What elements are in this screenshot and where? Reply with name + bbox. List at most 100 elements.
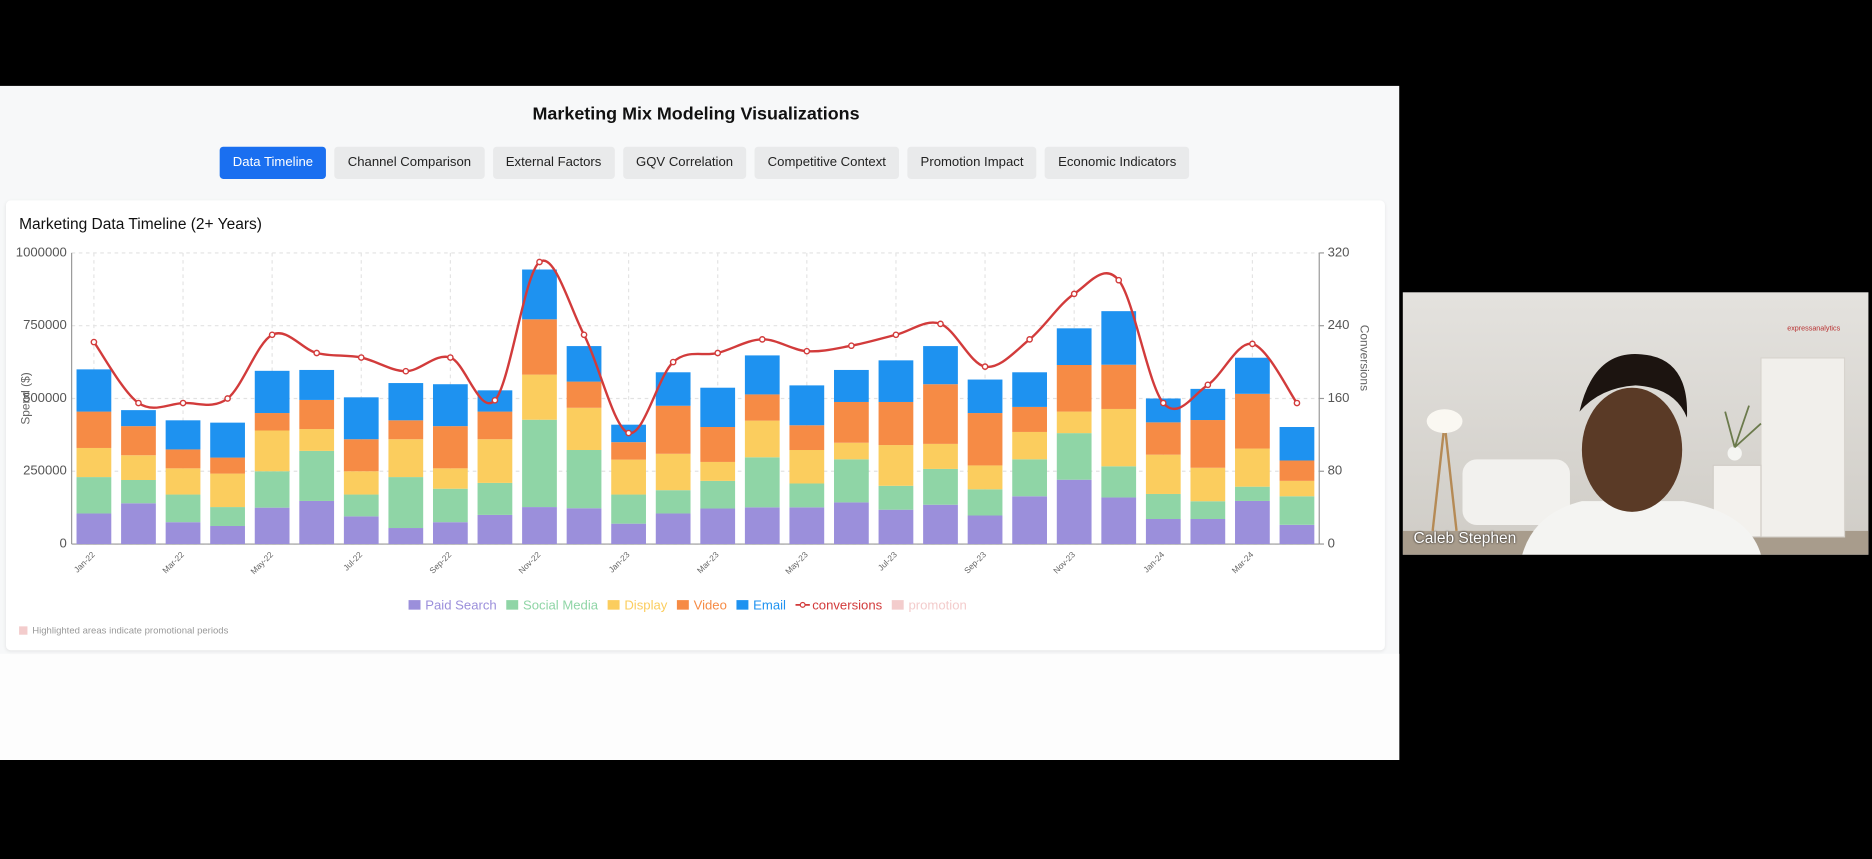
bar-segment <box>210 525 245 545</box>
bar-segment <box>1012 496 1047 545</box>
bar-segment <box>210 422 245 458</box>
bar-segment <box>76 369 112 412</box>
tab[interactable]: Data Timeline <box>219 146 327 179</box>
x-tick-label: Mar-24 <box>1230 549 1256 575</box>
bar-segment <box>254 413 290 431</box>
bar-segment <box>655 453 691 491</box>
bar-segment <box>121 426 156 456</box>
bar-segment <box>522 374 557 420</box>
participant-name: Caleb Stephen <box>1413 528 1517 547</box>
bar-segment <box>1235 486 1270 501</box>
line-point <box>937 320 944 328</box>
bar-segment <box>566 508 602 545</box>
bar-segment <box>432 426 468 469</box>
x-tick-label: May-22 <box>248 549 275 576</box>
bar-segment <box>1101 466 1137 498</box>
legend-swatch <box>676 600 689 610</box>
tab[interactable]: Competitive Context <box>754 146 900 179</box>
bar-segment <box>1056 433 1092 480</box>
line-point <box>357 354 365 361</box>
line-point <box>803 347 811 355</box>
bar-segment <box>165 468 201 495</box>
bar-segment <box>1235 448 1270 487</box>
bar-segment <box>1279 524 1315 545</box>
line-point <box>491 396 499 404</box>
bar-segment <box>1056 365 1092 412</box>
bar-segment <box>299 369 335 400</box>
bar-segment <box>655 372 691 406</box>
page-title: Marketing Mix Modeling Visualizations <box>532 103 860 125</box>
bar-segment <box>1101 497 1137 545</box>
tab[interactable]: Promotion Impact <box>907 146 1037 179</box>
app-lower <box>0 653 1400 760</box>
x-tick-label: Sep-22 <box>427 549 453 575</box>
tab[interactable]: Economic Indicators <box>1044 146 1190 179</box>
bar-segment <box>789 483 825 508</box>
bar-segment <box>76 447 112 478</box>
y-tick-label: 500000 <box>23 390 67 405</box>
bar-segment <box>388 439 424 478</box>
bar-segment <box>477 514 513 545</box>
y2-axis-title: Conversions <box>1357 325 1371 391</box>
tab[interactable]: External Factors <box>492 146 615 179</box>
bar-segment <box>477 439 513 483</box>
bar-segment <box>522 419 557 508</box>
bar-segment <box>655 513 691 545</box>
legend-swatch <box>607 600 620 610</box>
x-tick-label: May-23 <box>783 549 810 576</box>
bar-segment <box>121 455 156 480</box>
bar-segment <box>1056 328 1092 366</box>
bar-segment <box>76 477 112 514</box>
legend-swatch <box>891 600 904 610</box>
bar-segment <box>744 394 780 421</box>
tab[interactable]: GQV Correlation <box>622 146 747 179</box>
bar-segment <box>299 500 335 545</box>
bar-segment <box>878 360 914 402</box>
bar-segment <box>967 379 1003 414</box>
bar-segment <box>834 401 869 443</box>
line-point <box>892 331 900 339</box>
video-feed <box>1402 353 1869 555</box>
bar-segment <box>299 399 335 430</box>
line-point <box>1026 336 1033 343</box>
bar-segment <box>834 442 869 460</box>
tab[interactable]: Channel Comparison <box>334 146 485 179</box>
x-tick-label: Jul-22 <box>341 549 364 572</box>
line-point <box>447 354 454 361</box>
line-point <box>625 429 632 437</box>
bar-segment <box>1012 372 1047 407</box>
bar-segment <box>611 494 646 524</box>
x-tick-label: Sep-23 <box>962 549 988 575</box>
bar-segment <box>967 413 1003 466</box>
bar-segment <box>165 420 201 450</box>
x-tick-label: Jan-24 <box>1141 549 1166 574</box>
bar-segment <box>210 507 245 526</box>
bar-segment <box>1145 493 1181 520</box>
y2-tick-label: 0 <box>1328 536 1335 551</box>
bar-segment <box>611 459 646 495</box>
bar-segment <box>923 346 958 385</box>
bar-segment <box>967 465 1003 490</box>
bar-segment <box>432 468 468 489</box>
line-point <box>1293 399 1301 407</box>
bar-segment <box>1279 460 1315 481</box>
bar-segment <box>165 494 201 523</box>
bar-segment <box>432 488 468 523</box>
bar-segment <box>878 401 914 446</box>
line-point <box>536 258 543 266</box>
y2-tick-label: 240 <box>1328 317 1350 332</box>
bar-segment <box>1101 408 1137 467</box>
note: Highlighted areas indicate promotional p… <box>32 626 228 637</box>
bar-segment <box>1190 519 1226 545</box>
y-tick-label: 250000 <box>23 463 67 478</box>
bar-segment <box>923 468 958 505</box>
bar-segment <box>1145 519 1181 545</box>
bar-segment <box>700 427 736 462</box>
bar-segment <box>522 269 557 320</box>
line-point <box>1249 340 1256 348</box>
bar-segment <box>121 479 156 504</box>
bar-segment <box>1279 480 1315 497</box>
bar-segment <box>655 405 691 454</box>
line-point <box>580 331 588 339</box>
